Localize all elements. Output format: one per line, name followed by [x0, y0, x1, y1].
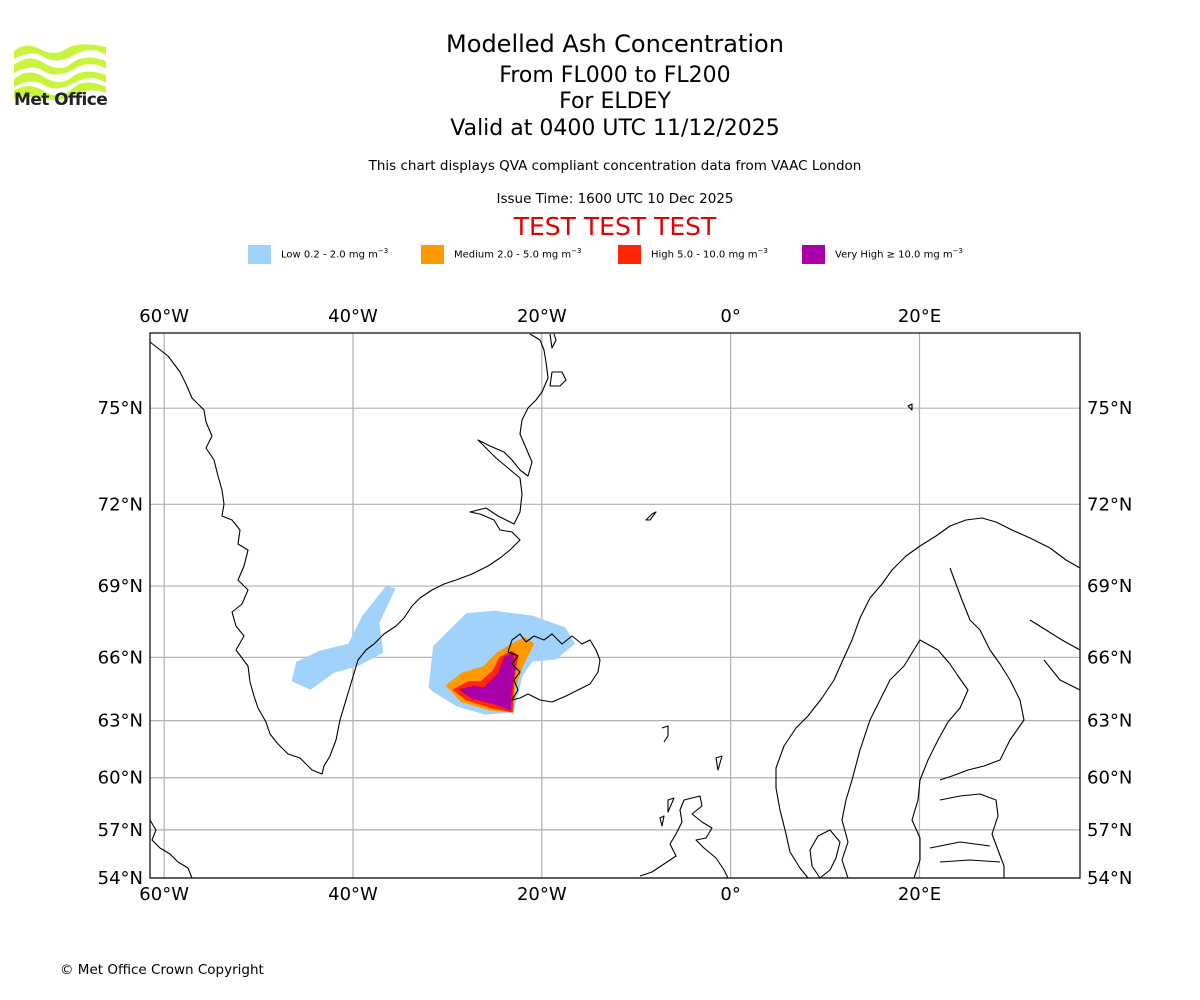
lat-tick-label-right: 69°N	[1087, 576, 1132, 597]
coastline-shetland	[715, 755, 723, 771]
legend-item-low: Low 0.2 - 2.0 mg m−3	[248, 244, 388, 264]
ash-layer	[291, 586, 575, 715]
coastline-norway	[775, 517, 1081, 879]
legend-label-medium: Medium 2.0 - 5.0 mg m−3	[454, 247, 582, 261]
lat-tick-label-left: 60°N	[98, 768, 143, 789]
legend-label-very-high: Very High ≥ 10.0 mg m−3	[835, 247, 963, 261]
lat-tick-label-right: 66°N	[1087, 647, 1132, 668]
lon-tick-label-top: 20°E	[898, 306, 941, 327]
lon-tick-label-bottom: 20°E	[898, 884, 941, 905]
lat-tick-label-left: 69°N	[98, 576, 143, 597]
coastline-baltic-states	[929, 793, 1005, 878]
lon-tick-label-top: 0°	[720, 306, 740, 327]
chart-title: Modelled Ash Concentration	[446, 30, 784, 58]
lon-tick-label-bottom: 20°W	[517, 884, 567, 905]
met-office-logo-text: Met Office	[14, 90, 108, 110]
legend-label-low: Low 0.2 - 2.0 mg m−3	[281, 247, 389, 261]
lon-tick-label-top: 20°W	[517, 306, 567, 327]
lat-tick-label-left: 72°N	[98, 494, 143, 515]
lon-tick-label-bottom: 40°W	[328, 884, 378, 905]
lat-tick-label-left: 75°N	[98, 398, 143, 419]
map-frame	[149, 332, 1081, 879]
coastline-scotland	[639, 795, 729, 879]
copyright-notice: © Met Office Crown Copyright	[60, 962, 264, 978]
lat-tick-label-left: 57°N	[98, 820, 143, 841]
legend-label-high: High 5.0 - 10.0 mg m−3	[651, 247, 768, 261]
chart-description: This chart displays QVA compliant concen…	[368, 158, 862, 174]
lon-tick-label-bottom: 0°	[720, 884, 740, 905]
ash-region-very-high	[458, 652, 516, 711]
flight-level-range: From FL000 to FL200	[499, 63, 731, 88]
legend-item-high: High 5.0 - 10.0 mg m−3	[618, 244, 768, 264]
valid-time: Valid at 0400 UTC 11/12/2025	[450, 116, 780, 141]
coastline-greenland-northeast-island	[549, 333, 557, 349]
coastline-hebrides	[659, 797, 675, 827]
axis-tick-labels: 60°W 60°W 40°W 40°W 20°W 20°W 0° 0° 20°E 20°E 75°N…	[98, 306, 1133, 905]
volcano-name: For ELDEY	[559, 89, 671, 114]
test-banner: TEST TEST TEST	[513, 212, 717, 241]
coastline-denmark	[809, 829, 841, 879]
coastline-finland	[939, 567, 1025, 781]
lon-tick-label-top: 60°W	[139, 306, 189, 327]
lat-tick-label-left: 66°N	[98, 647, 143, 668]
graticule	[150, 333, 1080, 879]
coastline-sweden-finland	[841, 639, 969, 879]
legend-swatch-high	[618, 244, 641, 264]
coastline-greenland-west	[149, 341, 375, 775]
coastline-greenland-east	[373, 333, 549, 645]
coastline-faroe-islands	[661, 725, 669, 743]
legend-item-very-high: Very High ≥ 10.0 mg m−3	[802, 244, 963, 264]
coastline-white-sea	[1029, 619, 1081, 691]
lon-tick-label-top: 40°W	[328, 306, 378, 327]
coastlines	[149, 333, 1081, 879]
met-office-logo-icon	[14, 44, 106, 101]
lat-tick-label-right: 63°N	[1087, 711, 1132, 732]
lat-tick-label-right: 60°N	[1087, 768, 1132, 789]
ash-region-low	[291, 586, 396, 690]
lat-tick-label-right: 75°N	[1087, 398, 1132, 419]
coastline-jan-mayen	[645, 511, 657, 521]
lat-tick-label-left: 63°N	[98, 711, 143, 732]
coastline-iceland	[507, 633, 601, 703]
lon-tick-label-bottom: 60°W	[139, 884, 189, 905]
coastline-island-near-greenland	[549, 371, 567, 387]
lat-tick-label-right: 54°N	[1087, 868, 1132, 889]
issue-time: Issue Time: 1600 UTC 10 Dec 2025	[496, 191, 734, 207]
legend-swatch-very-high	[802, 244, 825, 264]
legend-swatch-medium	[421, 244, 444, 264]
lat-tick-label-right: 72°N	[1087, 494, 1132, 515]
lat-tick-label-right: 57°N	[1087, 820, 1132, 841]
coastline-labrador	[149, 819, 193, 879]
coastline-bear-island	[907, 403, 913, 411]
lat-tick-label-left: 54°N	[98, 868, 143, 889]
legend-item-medium: Medium 2.0 - 5.0 mg m−3	[421, 244, 581, 264]
legend-swatch-low	[248, 244, 271, 264]
